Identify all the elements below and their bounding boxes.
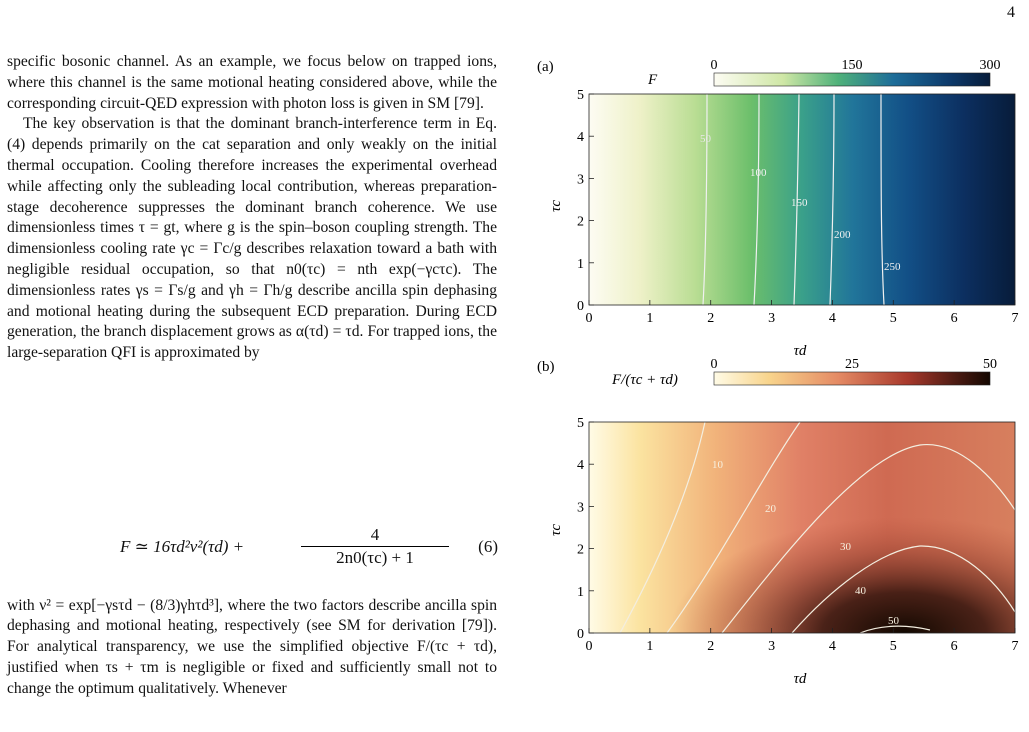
panel-b-y-tick-label: 5 — [577, 416, 584, 431]
equation-lhs: F ≃ 16τd²ν²(τd) + — [120, 537, 245, 556]
paragraph-3: with ν² = exp[−γsτd − (8/3)γhτd³], where… — [7, 596, 497, 697]
equation-numerator: 4 — [301, 524, 449, 547]
panel-b-heatmap-shading — [589, 422, 1015, 633]
panel-a-y-tick-label: 0 — [577, 299, 584, 314]
panel-b-contour-label-3: 40 — [855, 585, 867, 597]
panel-b-x-label: τd — [794, 671, 807, 687]
panel-b-x-tick-label: 2 — [707, 639, 714, 654]
panel-a-x-tick-label: 4 — [829, 311, 836, 326]
panel-a-y-tick-label: 5 — [577, 88, 584, 103]
panel-a-contour-label-2: 150 — [791, 197, 808, 209]
panel-a-contour-100 — [753, 93, 760, 306]
panel-a-x-tick-label: 5 — [890, 311, 897, 326]
panel-b-y-tick-label: 0 — [577, 627, 584, 642]
panel-b-y-label: τc — [548, 524, 564, 536]
panel-b-x-tick-label: 0 — [586, 639, 593, 654]
panel-b-y-tick-label: 4 — [577, 458, 584, 473]
panel-b-cb-tick-2: 50 — [983, 357, 997, 372]
panel-a-colorbar-label: F — [647, 72, 658, 88]
panel-a-x-tick-label: 2 — [707, 311, 714, 326]
panel-a-plot: 50 100 150 200 250 — [588, 93, 1016, 306]
panel-b-contour-label-4: 50 — [888, 615, 900, 627]
equation-denominator: 2n0(τc) + 1 — [336, 548, 414, 567]
panel-b-axes: 0 1 2 3 4 5 6 7 0 1 2 3 4 5 — [577, 416, 1019, 654]
panel-b-contour-10 — [619, 421, 706, 634]
panel-b-x-tick-label: 4 — [829, 639, 836, 654]
panel-b-x-tick-label: 1 — [646, 639, 653, 654]
panel-b-contour-label-1: 20 — [765, 503, 777, 515]
panel-a-x-tick-label: 6 — [951, 311, 958, 326]
panel-a-contour-label-0: 50 — [700, 133, 712, 145]
panel-a-y-label: τc — [548, 200, 564, 212]
panel-a-y-tick-label: 3 — [577, 172, 584, 187]
panel-a-contour-150 — [793, 93, 800, 306]
panel-a-contour-250 — [880, 93, 885, 306]
panel-b-cb-tick-0: 0 — [711, 357, 718, 372]
panel-a-axes: 0 1 2 3 4 5 6 7 0 1 2 3 4 5 — [577, 88, 1019, 326]
panel-a-contour-50 — [702, 93, 708, 306]
paragraph-2: The key observation is that the dominant… — [7, 115, 497, 362]
panel-b-colorbar-label: F/(τc + τd) — [611, 372, 678, 388]
panel-b-frame — [588, 421, 1016, 634]
equation-fraction: 4 2n0(τc) + 1 — [301, 524, 449, 569]
panel-a-x-tick-label: 7 — [1012, 311, 1019, 326]
panel-b-contour-20 — [666, 421, 801, 634]
panel-b-y-tick-label: 3 — [577, 500, 584, 515]
page-number: 4 — [1007, 4, 1015, 21]
panel-b-contour-40 — [791, 545, 1016, 634]
panel-b-contour-label-2: 30 — [840, 541, 852, 553]
panel-b-contour-50 — [859, 625, 931, 634]
panel-a-contour-200 — [829, 93, 835, 306]
panel-b-x-tick-label: 6 — [951, 639, 958, 654]
panel-a-cb-tick-1: 150 — [842, 58, 863, 73]
panel-a-x-tick-label: 1 — [646, 311, 653, 326]
body-text-column-continued: with ν² = exp[−γsτd − (8/3)γhτd³], where… — [7, 580, 497, 715]
panel-b-tag: (b) — [537, 359, 555, 375]
panel-a-contour-label-3: 200 — [834, 229, 851, 241]
panel-b-contour-30 — [721, 444, 1016, 634]
panel-b-y-tick-label: 2 — [577, 543, 584, 558]
body-text-column: specific bosonic channel. As an example,… — [7, 52, 497, 364]
panel-b-plot: 10 20 30 40 50 — [588, 421, 1016, 634]
panel-a-y-tick-label: 2 — [577, 215, 584, 230]
equation-number: (6) — [478, 537, 498, 556]
panel-b-x-tick-label: 7 — [1012, 639, 1019, 654]
panel-a-x-label: τd — [794, 343, 807, 359]
panel-a-y-tick-label: 4 — [577, 130, 584, 145]
equation-6: F ≃ 16τd²ν²(τd) + 4 2n0(τc) + 1 (6) — [120, 524, 498, 574]
panel-a-cb-tick-2: 300 — [980, 58, 1001, 73]
panel-a-x-tick-label: 3 — [768, 311, 775, 326]
paragraph-1: specific bosonic channel. As an example,… — [7, 53, 497, 112]
panel-a-frame — [588, 93, 1016, 306]
panel-b-x-tick-label: 3 — [768, 639, 775, 654]
panel-a-tag: (a) — [537, 59, 554, 75]
panel-b-x-tick-label: 5 — [890, 639, 897, 654]
panel-b-cb-tick-1: 25 — [845, 357, 859, 372]
panel-a-contour-label-4: 250 — [884, 261, 901, 273]
panel-a-y-tick-label: 1 — [577, 257, 584, 272]
panel-a-x-tick-label: 0 — [586, 311, 593, 326]
panel-a-contour-label-1: 100 — [750, 167, 767, 179]
panel-a-cb-tick-0: 0 — [711, 58, 718, 73]
panel-a-heatmap — [589, 94, 1015, 305]
panel-b-y-tick-label: 1 — [577, 585, 584, 600]
panel-b-colorbar — [713, 371, 991, 386]
panel-a-colorbar — [713, 72, 991, 87]
panel-b-contour-label-0: 10 — [712, 459, 724, 471]
